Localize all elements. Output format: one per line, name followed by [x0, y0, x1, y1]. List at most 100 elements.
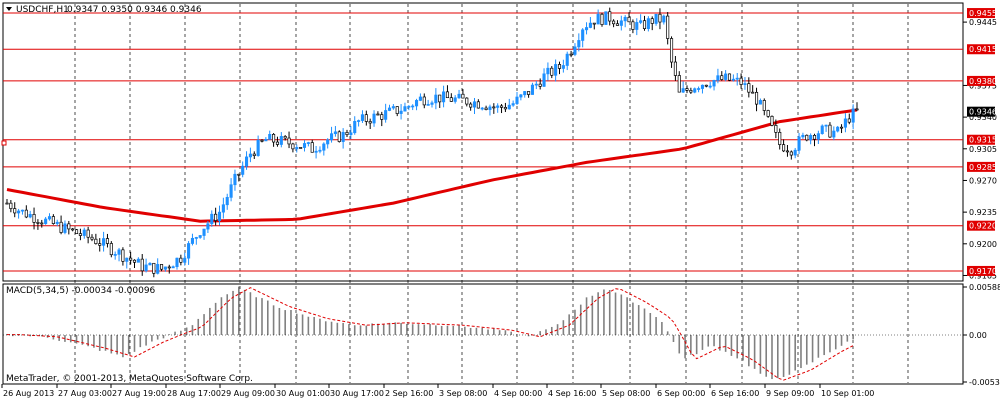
candle-body [256, 139, 260, 156]
level-price-badge [967, 44, 995, 55]
time-tick-label: 29 Aug 09:00 [221, 389, 275, 398]
candle-body [801, 134, 805, 138]
candle-body [156, 264, 160, 274]
symbol-dropdown-icon[interactable] [6, 7, 12, 11]
candle-body [762, 100, 766, 111]
macd-scale[interactable]: 0.00588 0.00 -0.00534 [963, 283, 1000, 387]
candle-body [592, 22, 596, 25]
candle-body [530, 84, 535, 95]
candle-body [349, 132, 353, 136]
level-price-badge [967, 265, 995, 276]
price-tick-label: 0.9305 [969, 145, 997, 154]
candle-body [449, 97, 453, 102]
candle-body [581, 29, 585, 41]
candle-body [669, 38, 674, 63]
candle-body [248, 153, 252, 158]
candle-body [94, 238, 98, 245]
candle-body [426, 104, 430, 106]
time-tick-label: 27 Aug 19:00 [112, 389, 166, 398]
candle-body [604, 11, 608, 25]
candle-body [117, 249, 121, 255]
time-tick-label: 28 Aug 17:00 [167, 389, 221, 398]
candle-body [86, 229, 90, 238]
candle-body [310, 142, 314, 153]
candle-body [782, 144, 786, 152]
candle-body [754, 91, 759, 105]
level-price-label: 0.9415 [969, 45, 997, 54]
time-tick-label: 6 Sep 00:00 [657, 389, 705, 398]
candle-body [74, 229, 79, 234]
candle-body [326, 139, 330, 145]
candle-body [534, 83, 538, 86]
candle-body [422, 96, 426, 106]
candle-body [102, 238, 106, 246]
macd-tick-label: 0.00 [969, 331, 987, 340]
candle-body [302, 143, 307, 148]
candle-body [785, 150, 790, 153]
candle-body [391, 106, 395, 109]
candle-body [136, 258, 140, 263]
time-axis[interactable]: 26 Aug 2013 27 Aug 03:00 27 Aug 19:00 28 Au… [1, 384, 874, 398]
candle-body [98, 243, 102, 246]
level-price-badge [967, 8, 995, 19]
candle-body [198, 235, 202, 238]
candle-body [407, 105, 411, 108]
candle-body [847, 118, 851, 123]
price-tick-label: 0.9375 [969, 81, 997, 90]
price-tick-label: 0.9235 [969, 208, 997, 217]
candle-body [144, 264, 148, 272]
ohlc-values: 0.9347 0.9350 0.9346 0.9346 [67, 5, 202, 15]
candle-body [627, 16, 631, 23]
candle-body [318, 149, 322, 152]
candle-body [403, 106, 407, 112]
candle-body [51, 216, 55, 224]
candle-body [67, 223, 71, 230]
candle-body [268, 134, 272, 140]
price-tick-label: 0.9445 [969, 18, 997, 27]
candle-body [171, 266, 175, 269]
candle-body [839, 126, 844, 129]
candle-body [418, 96, 422, 101]
horizontal-level-lines [3, 12, 963, 272]
candle-body [333, 131, 337, 135]
current-price-label: 0.9346 [969, 108, 997, 117]
time-tick-label: 26 Aug 2013 [3, 389, 54, 398]
candlestick-series [5, 7, 859, 278]
candle-body [387, 107, 392, 111]
candle-body [820, 125, 824, 134]
candle-body [527, 91, 531, 95]
candle-body [337, 131, 341, 142]
candle-body [789, 151, 793, 156]
candle-body [724, 73, 728, 80]
candle-body [685, 88, 689, 91]
candle-body [159, 264, 164, 270]
candle-body [214, 213, 218, 221]
candle-body [774, 125, 778, 133]
candle-body [561, 65, 565, 69]
price-scale[interactable]: 0.9445 0.9375 0.9340 0.9305 0.9270 0.9235 0.92… [963, 8, 997, 280]
candle-body [480, 107, 484, 110]
level-price-label: 0.9315 [969, 136, 997, 145]
candle-body [47, 216, 52, 220]
candle-body [109, 243, 113, 256]
candle-body [519, 94, 523, 98]
candle-body [237, 173, 241, 176]
candle-body [708, 85, 712, 88]
candle-body [264, 139, 268, 142]
candle-body [673, 61, 677, 76]
candle-body [221, 204, 225, 213]
candle-body [372, 113, 376, 124]
candle-body [206, 223, 210, 230]
candle-body [71, 228, 75, 231]
candle-body [36, 222, 40, 224]
candle-body [557, 64, 562, 69]
time-tick-label: 2 Sep 16:00 [385, 389, 433, 398]
candle-body [476, 101, 480, 109]
price-tick-label: 0.9270 [969, 176, 997, 185]
candle-body [816, 133, 820, 140]
candle-body [411, 105, 415, 108]
candle-body [515, 96, 519, 104]
candle-body [90, 236, 94, 240]
candle-body [55, 221, 59, 224]
